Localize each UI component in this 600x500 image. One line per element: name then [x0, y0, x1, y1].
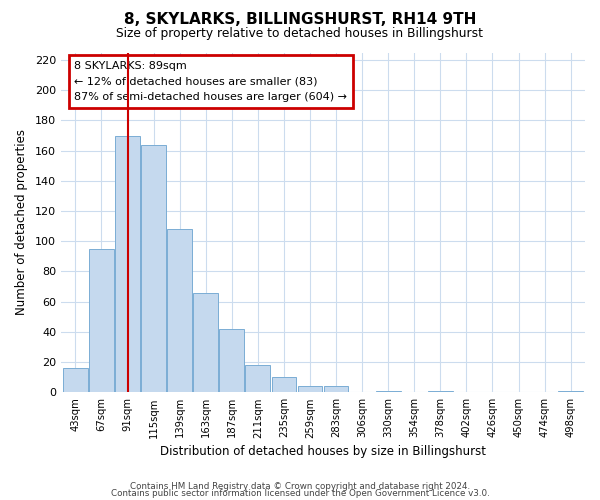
Bar: [220, 329, 244, 392]
Bar: [63, 368, 88, 392]
Bar: [89, 249, 114, 392]
Bar: [167, 229, 192, 392]
X-axis label: Distribution of detached houses by size in Billingshurst: Distribution of detached houses by size …: [160, 444, 486, 458]
Text: Contains HM Land Registry data © Crown copyright and database right 2024.: Contains HM Land Registry data © Crown c…: [130, 482, 470, 491]
Text: 8 SKYLARKS: 89sqm
← 12% of detached houses are smaller (83)
87% of semi-detached: 8 SKYLARKS: 89sqm ← 12% of detached hous…: [74, 61, 347, 102]
Bar: [558, 391, 583, 392]
Bar: [428, 391, 453, 392]
Bar: [298, 386, 322, 392]
Y-axis label: Number of detached properties: Number of detached properties: [15, 130, 28, 316]
Text: Contains public sector information licensed under the Open Government Licence v3: Contains public sector information licen…: [110, 490, 490, 498]
Bar: [323, 386, 349, 392]
Text: Size of property relative to detached houses in Billingshurst: Size of property relative to detached ho…: [116, 28, 484, 40]
Bar: [193, 292, 218, 392]
Bar: [141, 144, 166, 392]
Text: 8, SKYLARKS, BILLINGSHURST, RH14 9TH: 8, SKYLARKS, BILLINGSHURST, RH14 9TH: [124, 12, 476, 28]
Bar: [245, 365, 270, 392]
Bar: [115, 136, 140, 392]
Bar: [376, 391, 401, 392]
Bar: [272, 377, 296, 392]
